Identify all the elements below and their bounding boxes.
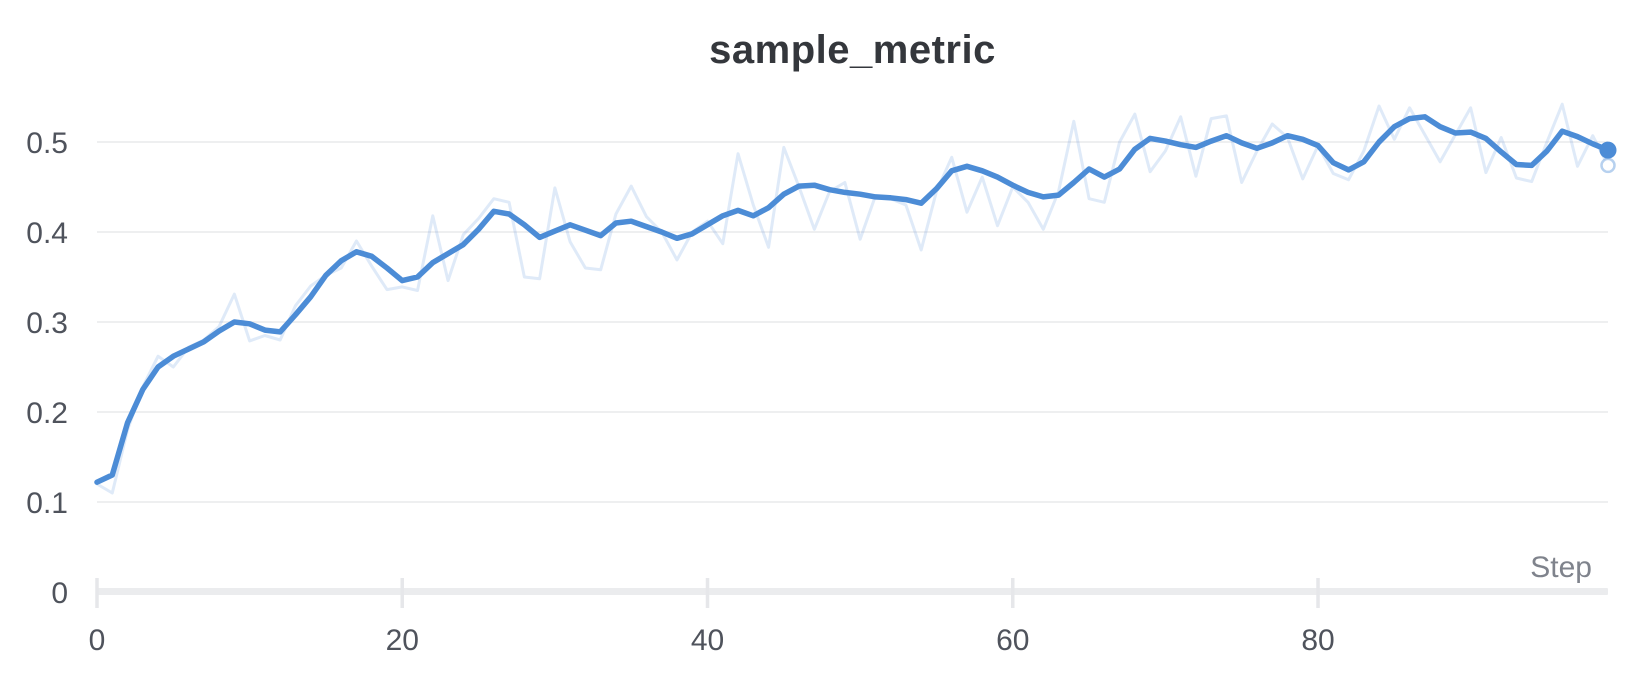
x-tick-mark	[95, 578, 99, 608]
y-tick-label: 0.3	[26, 307, 68, 340]
x-tick-mark	[400, 578, 405, 608]
final-raw-point-marker	[1600, 157, 1616, 174]
x-axis-title: Step	[1530, 551, 1592, 584]
x-axis-line	[97, 588, 1608, 595]
chart-title: sample_metric	[709, 28, 996, 72]
x-tick-mark	[1011, 578, 1015, 608]
x-tick-mark	[705, 578, 710, 608]
x-tick-label: 0	[89, 624, 106, 657]
y-tick-label: 0.5	[26, 127, 68, 160]
x-tick-label: 60	[996, 624, 1029, 657]
x-tick-label: 20	[386, 624, 419, 657]
smoothed-series-line	[94, 114, 1611, 485]
y-tick-label: 0	[51, 577, 68, 610]
y-tick-label: 0.4	[26, 217, 68, 250]
x-tick-label: 40	[691, 624, 724, 657]
final-point-marker	[1599, 141, 1617, 159]
raw-series-line	[95, 102, 1610, 495]
y-tick-label: 0.1	[26, 487, 68, 520]
x-tick-mark	[1316, 578, 1320, 608]
x-tick-label: 80	[1301, 624, 1334, 657]
y-tick-label: 0.2	[26, 397, 68, 430]
